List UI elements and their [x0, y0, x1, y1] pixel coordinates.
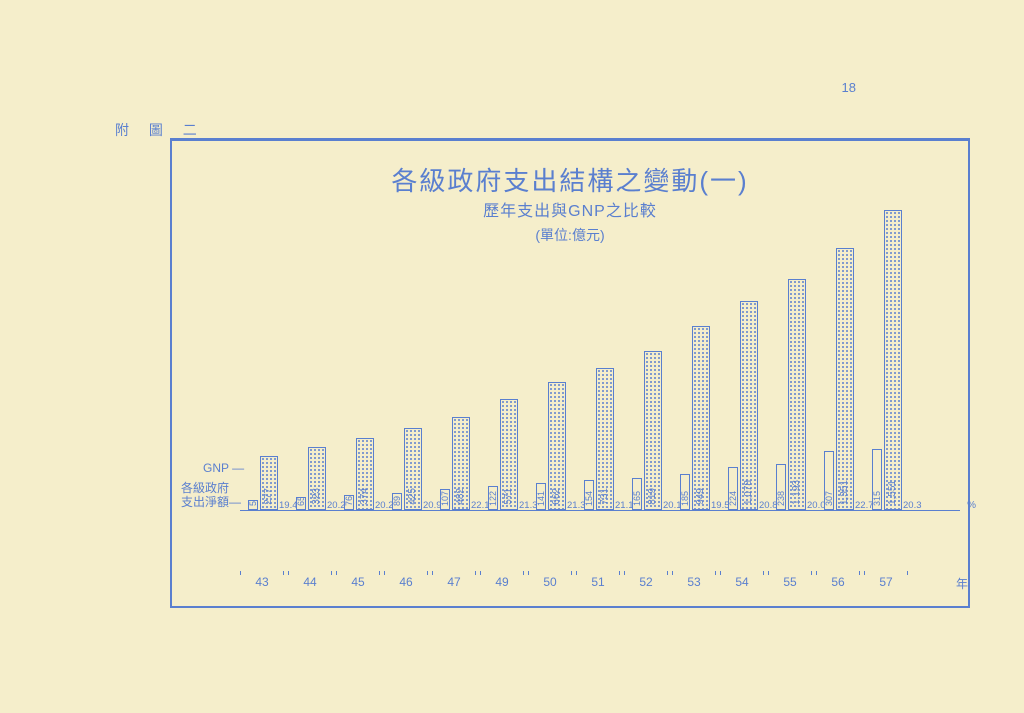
expenditure-bar: 185	[680, 474, 690, 510]
expenditure-bar: 76	[344, 495, 354, 510]
percent-value: 20.9	[423, 500, 442, 511]
gnp-value: 819	[647, 488, 658, 505]
year-label: 50	[528, 575, 572, 589]
gnp-bar: 819	[644, 351, 662, 510]
year-label: 56	[816, 575, 860, 589]
expenditure-value: 185	[680, 491, 690, 506]
gnp-value: 571	[503, 488, 514, 505]
year-label: 49	[480, 575, 524, 589]
expenditure-value: 238	[776, 491, 786, 506]
percent-value: 22.1	[471, 500, 490, 511]
gnp-bar: 482	[452, 417, 470, 510]
gnp-value: 1,193	[791, 480, 802, 505]
gnp-value: 1,551	[887, 480, 898, 505]
gnp-bar: 1,078	[740, 301, 758, 510]
year-axis-suffix: 年	[956, 575, 968, 592]
gnp-bar: 425	[404, 428, 422, 510]
year-label: 47	[432, 575, 476, 589]
percent-value: 20.3	[903, 500, 922, 511]
percent-value: 22.7	[855, 500, 874, 511]
year-label: 54	[720, 575, 764, 589]
gnp-value: 662	[551, 488, 562, 505]
percent-value: 21.3	[567, 500, 586, 511]
expenditure-bar: 122	[488, 486, 498, 510]
gnp-value: 731	[599, 488, 610, 505]
expenditure-value: 307	[824, 491, 834, 506]
year-label: 51	[576, 575, 620, 589]
gnp-value: 482	[455, 488, 466, 505]
gnp-bar: 571	[500, 399, 518, 510]
expenditure-value: 65	[296, 497, 306, 506]
expenditure-value: 76	[344, 496, 354, 506]
gnp-bar: 1,193	[788, 279, 806, 510]
expenditure-bar: 107	[440, 489, 450, 510]
gnp-bar: 1,351	[836, 248, 854, 510]
expenditure-bar: 307	[824, 451, 834, 510]
percent-suffix: %	[967, 500, 976, 511]
year-label: 57	[864, 575, 908, 589]
year-label: 53	[672, 575, 716, 589]
legend-gnp: GNP —	[203, 461, 244, 475]
expenditure-value: 154	[584, 491, 594, 506]
percent-value: 20.1	[663, 500, 682, 511]
gnp-bar: 949	[692, 326, 710, 510]
gnp-value: 425	[407, 488, 418, 505]
expenditure-bar: 141	[536, 483, 546, 510]
gnp-value: 949	[695, 488, 706, 505]
percent-value: 20.2	[375, 500, 394, 511]
percent-value: 21.1	[615, 500, 634, 511]
year-label: 46	[384, 575, 428, 589]
percent-value: 19.5	[711, 500, 730, 511]
gnp-value: 323	[311, 488, 322, 505]
year-label: 55	[768, 575, 812, 589]
gnp-bar: 374	[356, 438, 374, 510]
gnp-bar: 731	[596, 368, 614, 510]
percent-value: 20.0	[807, 500, 826, 511]
expenditure-value: 315	[872, 491, 882, 506]
gnp-value: 1,078	[743, 480, 754, 505]
expenditure-bar: 89	[392, 493, 402, 510]
page-mark: 18	[842, 80, 856, 95]
expenditure-value: 122	[488, 491, 498, 506]
expenditure-bar: 165	[632, 478, 642, 510]
gnp-bar: 1,551	[884, 210, 902, 511]
gnp-bar: 323	[308, 447, 326, 510]
expenditure-bar: 315	[872, 449, 882, 510]
expenditure-value: 141	[536, 491, 546, 506]
year-label: 43	[240, 575, 284, 589]
expenditure-value: 224	[728, 491, 738, 506]
percent-value: 19.4	[279, 500, 298, 511]
bar-chart: 年 % 5427719.4436532320.2447637420.245894…	[240, 201, 960, 511]
percent-value: 20.2	[327, 500, 346, 511]
gnp-value: 374	[359, 488, 370, 505]
chart-title: 各級政府支出結構之變動(一)	[172, 161, 968, 198]
chart-frame: 各級政府支出結構之變動(一) 歷年支出與GNP之比較 (單位:億元) GNP —…	[170, 138, 970, 608]
expenditure-bar: 238	[776, 464, 786, 510]
gnp-value: 277	[263, 488, 274, 505]
percent-value: 20.8	[759, 500, 778, 511]
year-label: 45	[336, 575, 380, 589]
expenditure-bar: 154	[584, 480, 594, 510]
expenditure-value: 165	[632, 491, 642, 506]
expenditure-value: 107	[440, 491, 450, 506]
expenditure-value: 54	[248, 500, 258, 506]
expenditure-bar: 224	[728, 467, 738, 510]
expenditure-bar: 65	[296, 497, 306, 510]
gnp-value: 1,351	[839, 480, 850, 505]
legend-expenditure-2: 支出淨額—	[181, 493, 241, 510]
gnp-bar: 277	[260, 456, 278, 510]
expenditure-value: 89	[392, 496, 402, 506]
year-label: 44	[288, 575, 332, 589]
appendix-label: 附 圖 二	[115, 120, 205, 140]
gnp-bar: 662	[548, 382, 566, 510]
expenditure-bar: 54	[248, 500, 258, 510]
percent-value: 21.3	[519, 500, 538, 511]
year-label: 52	[624, 575, 668, 589]
